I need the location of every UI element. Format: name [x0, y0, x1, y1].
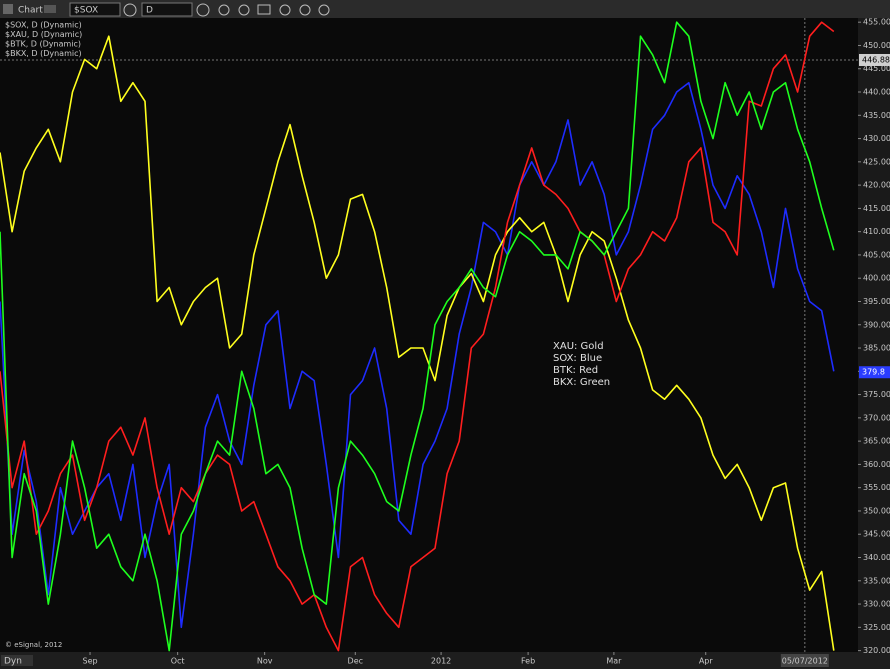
y-tick-label: 355.00	[863, 483, 890, 492]
copyright: © eSignal, 2012	[5, 641, 62, 649]
key-line: SOX: Blue	[553, 353, 602, 364]
erase-tool[interactable]	[318, 4, 330, 16]
x-tick-label: Sep	[82, 657, 97, 666]
legend-entry: $XAU, D (Dynamic)	[5, 30, 82, 39]
y-tick-label: 385.00	[863, 344, 890, 353]
y-tick-label: 340.00	[863, 553, 890, 562]
x-tick-label: Oct	[171, 657, 185, 666]
y-tick-label: 430.00	[863, 134, 890, 143]
price-label: 379.8	[862, 368, 885, 377]
y-tick-label: 435.00	[863, 111, 890, 120]
price-box	[859, 53, 890, 66]
cursor-label: 05/07/2012	[782, 657, 828, 666]
y-tick-label: 335.00	[863, 576, 890, 585]
y-tick-label: 350.00	[863, 506, 890, 515]
x-tick-label: 2012	[431, 657, 451, 666]
chart-icon	[3, 4, 13, 14]
x-tick-label: Feb	[521, 657, 535, 666]
step-button[interactable]	[299, 4, 311, 16]
series-line	[0, 35, 835, 651]
y-axis-panel	[858, 18, 890, 652]
line-tool[interactable]	[238, 4, 250, 16]
price-box	[859, 366, 890, 379]
toolbar	[0, 0, 890, 18]
key-line: BTK: Red	[553, 365, 598, 376]
y-tick-label: 330.00	[863, 600, 890, 609]
y-tick-label: 375.00	[863, 390, 890, 399]
draw-tool[interactable]	[218, 4, 230, 16]
interval: D	[146, 6, 153, 16]
key-line: BKX: Green	[553, 377, 610, 388]
y-tick-label: 325.00	[863, 623, 890, 632]
y-tick-label: 370.00	[863, 413, 890, 422]
y-tick-label: 420.00	[863, 181, 890, 190]
y-tick-label: 455.00	[863, 18, 890, 27]
y-tick-label: 365.00	[863, 437, 890, 446]
y-tick-label: 450.00	[863, 41, 890, 50]
legend-entry: $SOX, D (Dynamic)	[5, 21, 82, 30]
y-tick-label: 445.00	[863, 64, 890, 73]
y-tick-label: 390.00	[863, 320, 890, 329]
series-line	[0, 21, 835, 652]
x-axis-panel	[0, 652, 890, 669]
y-tick-label: 415.00	[863, 204, 890, 213]
series-line	[0, 21, 835, 652]
legend-entry: $BTK, D (Dynamic)	[5, 40, 81, 49]
cursor-box	[780, 654, 829, 667]
symbol-input[interactable]	[69, 2, 121, 17]
y-tick-label: 395.00	[863, 297, 890, 306]
y-tick-label: 360.00	[863, 460, 890, 469]
x-tick-label: Dec	[348, 657, 363, 666]
play-button[interactable]	[279, 4, 291, 16]
y-tick-label: 405.00	[863, 250, 890, 259]
y-tick-label: 440.00	[863, 88, 890, 97]
symbol: $SOX	[74, 6, 98, 16]
x-tick-label: Nov	[257, 657, 273, 666]
y-tick-label: 320.00	[863, 646, 890, 655]
y-tick-label: 400.00	[863, 274, 890, 283]
y-tick-label: 345.00	[863, 530, 890, 539]
interval-input[interactable]	[141, 2, 193, 17]
x-tick-label: Mar	[606, 657, 622, 666]
y-tick-label: 410.00	[863, 227, 890, 236]
price-label: 446.88	[862, 55, 890, 64]
toolbar-title: Chart	[18, 6, 43, 16]
series-line	[0, 81, 835, 629]
x-tick-label: Apr	[699, 657, 714, 666]
mode-button[interactable]	[1, 655, 33, 666]
text-tool[interactable]	[257, 4, 271, 15]
symbol-button[interactable]	[123, 3, 137, 17]
legend-entry: $BKX, D (Dynamic)	[5, 49, 82, 58]
link-icon[interactable]	[44, 5, 56, 13]
interval-button[interactable]	[196, 3, 210, 17]
y-tick-label: 425.00	[863, 157, 890, 166]
mode: Dyn	[4, 657, 22, 667]
key-line: XAU: Gold	[553, 341, 604, 352]
